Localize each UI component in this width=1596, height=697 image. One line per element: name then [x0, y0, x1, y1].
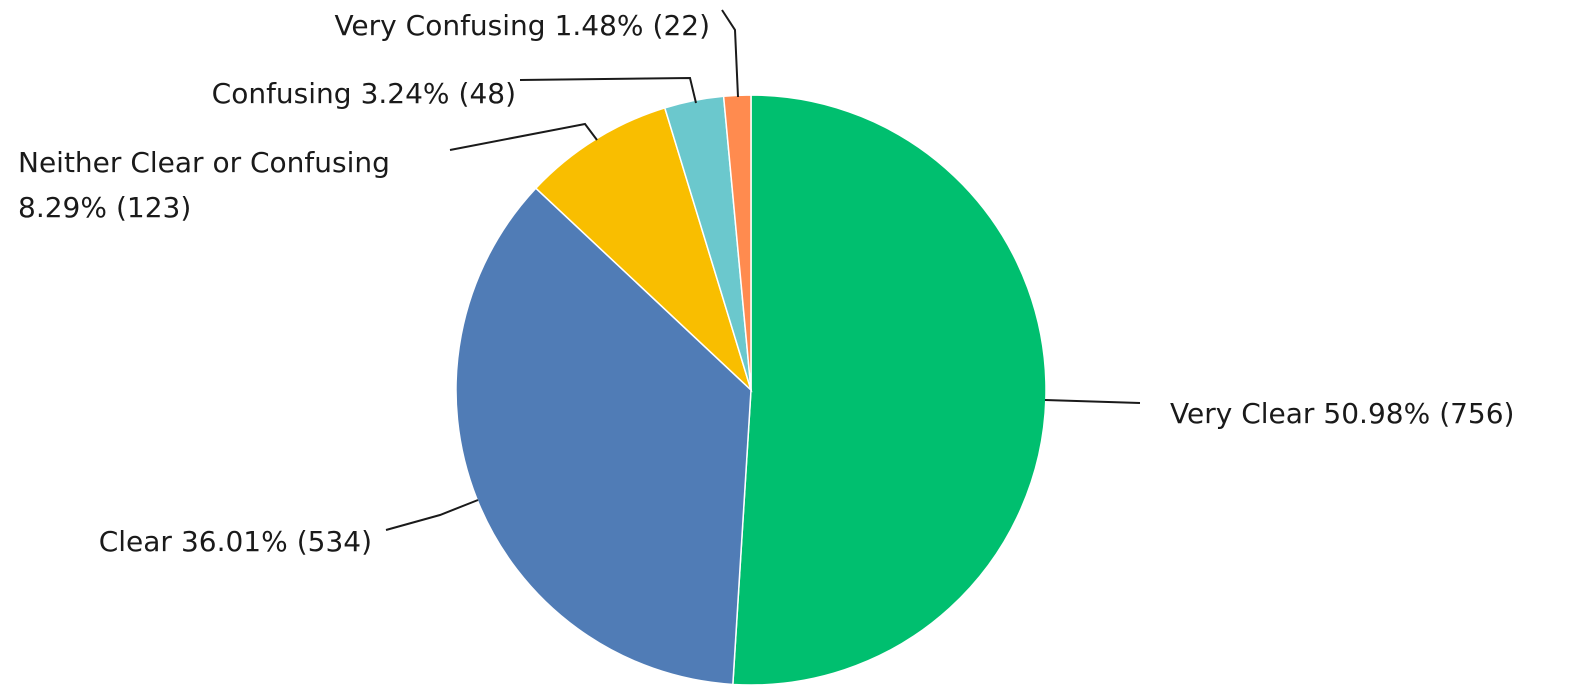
category-label: Clear: [99, 525, 173, 558]
slice-label: Very Confusing 1.48% (22): [334, 9, 710, 42]
slice-label: Confusing 3.24% (48): [212, 77, 516, 110]
slice-label: Clear 36.01% (534): [99, 525, 372, 558]
pie-slice: [534, 106, 753, 393]
slice-label: Very Clear 50.98% (756): [1170, 397, 1514, 430]
pie-slice: [732, 94, 1047, 686]
leader-line: [519, 76, 697, 104]
category-label: Neither Clear or Confusing: [18, 146, 390, 179]
count-label: (48): [459, 77, 516, 110]
category-label: Confusing: [212, 77, 352, 110]
leader-line: [385, 499, 479, 531]
leader-line: [1044, 399, 1141, 404]
count-label: (534): [297, 525, 372, 558]
percent-label: 50.98%: [1323, 397, 1430, 430]
pie-slice: [455, 187, 752, 686]
percent-label: 8.29%: [18, 191, 107, 224]
count-label: (123): [116, 191, 191, 224]
percent-label: 36.01%: [181, 525, 288, 558]
category-label: Very Clear: [1170, 397, 1315, 430]
slice-label: Neither Clear or Confusing 8.29% (123): [18, 146, 390, 224]
count-label: (22): [653, 9, 710, 42]
leader-line: [721, 9, 739, 98]
count-label: (756): [1439, 397, 1514, 430]
percent-label: 1.48%: [555, 9, 644, 42]
category-label: Very Confusing: [334, 9, 545, 42]
leader-line: [449, 122, 598, 151]
percent-label: 3.24%: [361, 77, 450, 110]
